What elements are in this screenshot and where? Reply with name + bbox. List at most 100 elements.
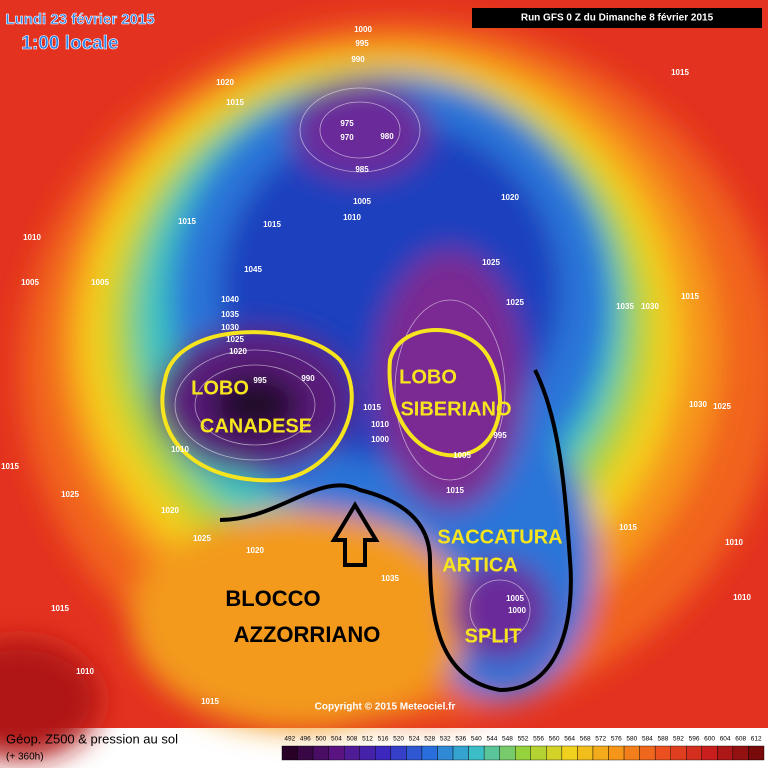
- scale-cell: [452, 745, 469, 761]
- scale-label: 504: [331, 736, 342, 743]
- scale-label: 564: [564, 736, 575, 743]
- annotation-shapes: [219, 369, 573, 693]
- isobar-label: 1040: [221, 295, 239, 304]
- scale-cell: [515, 745, 531, 761]
- isobar-label: 1000: [508, 606, 526, 615]
- isobar-label: 1035: [381, 574, 399, 583]
- scale-label: 608: [735, 736, 746, 743]
- scale-cell: [406, 745, 423, 761]
- annotation: LOBO: [191, 377, 249, 399]
- scale-cell: [343, 745, 360, 761]
- isobar-label: 980: [380, 132, 394, 141]
- isobar-label: 970: [340, 133, 354, 142]
- isobar-label: 1015: [178, 217, 196, 226]
- scale-label: 548: [502, 736, 513, 743]
- scale-label: 520: [393, 736, 404, 743]
- scale-cell: [390, 745, 407, 761]
- annotation: SPLIT: [465, 625, 522, 647]
- scale-label: 560: [549, 736, 560, 743]
- scale-cell: [577, 745, 594, 761]
- forecast-time: 1:00 locale: [21, 33, 118, 54]
- isobar-label: 1020: [501, 193, 519, 202]
- isobar-label: 1035: [616, 302, 634, 311]
- isobar-label: 1010: [725, 538, 743, 547]
- scale-label: 512: [362, 736, 373, 743]
- scale-cell: [530, 745, 547, 761]
- isobar-label: 1025: [61, 490, 79, 499]
- footer-lead: (+ 360h): [6, 752, 44, 763]
- scale-label: 540: [471, 736, 482, 743]
- annotation: CANADESE: [200, 415, 312, 437]
- isobar-label: 995: [493, 431, 507, 440]
- scale-cell: [312, 745, 329, 761]
- run-info: Run GFS 0 Z du Dimanche 8 février 2015: [521, 13, 714, 24]
- annotation: AZZORRIANO: [234, 622, 381, 647]
- isobar-label: 1015: [681, 292, 699, 301]
- color-scale: 492 496 500 504 508 512 516 520 524 528 532 536 540 5…: [281, 736, 765, 761]
- isobar-label: 1005: [21, 278, 39, 287]
- scale-cell: [483, 745, 500, 761]
- scale-cell: [670, 745, 687, 761]
- isobar-label: 1045: [244, 265, 262, 274]
- scale-label: 556: [533, 736, 544, 743]
- scale-cell: [281, 745, 298, 761]
- scale-label: 552: [518, 736, 529, 743]
- scale-cell: [686, 745, 703, 761]
- isobar-label: 1025: [506, 298, 524, 307]
- scale-cell: [297, 745, 314, 761]
- scale-label: 600: [704, 736, 715, 743]
- scale-label: 580: [626, 736, 637, 743]
- scale-label: 592: [673, 736, 684, 743]
- annotation-shapes: [160, 328, 502, 483]
- scale-label: 516: [378, 736, 389, 743]
- copyright: Copyright © 2015 Meteociel.fr: [315, 702, 456, 713]
- isobar-label: 1025: [713, 402, 731, 411]
- scale-label: 524: [409, 736, 420, 743]
- annotation: LOBO: [399, 366, 457, 388]
- isobar-label: 1025: [193, 534, 211, 543]
- scale-cell: [421, 745, 438, 761]
- isobar-label: 1020: [161, 506, 179, 515]
- isobar-label: 1025: [226, 335, 244, 344]
- isobar-label: 1005: [453, 451, 471, 460]
- scale-label: 500: [315, 736, 326, 743]
- scale-label: 496: [300, 736, 311, 743]
- footer-title: Géop. Z500 & pression au sol: [6, 731, 178, 746]
- isobar-label: 1005: [506, 594, 524, 603]
- forecast-date: Lundi 23 février 2015: [5, 11, 154, 28]
- scale-cell: [328, 745, 345, 761]
- isobar-label: 1035: [221, 310, 239, 319]
- annotation: ARTICA: [442, 554, 518, 576]
- isobar-label: 1000: [354, 25, 372, 34]
- annotation: SIBERIANO: [400, 398, 511, 420]
- scale-label: 604: [720, 736, 731, 743]
- scale-cell: [359, 745, 376, 761]
- isobar-label: 1010: [171, 445, 189, 454]
- scale-label: 572: [595, 736, 606, 743]
- isobar-label: 1000: [371, 435, 389, 444]
- scale-label: 612: [751, 736, 762, 743]
- isobar-label: 1005: [353, 197, 371, 206]
- isobar-labels: 1000 995 990 1015 1020 1015 975 970 980 985 1005 10…: [1, 25, 751, 706]
- scale-label: 588: [658, 736, 669, 743]
- scale-label: 536: [455, 736, 466, 743]
- scale-cell: [639, 745, 656, 761]
- scale-cell: [623, 745, 640, 761]
- isobar-label: 1030: [221, 323, 239, 332]
- scale-cell: [437, 745, 454, 761]
- scale-label: 508: [347, 736, 358, 743]
- scale-cell: [375, 745, 392, 761]
- isobar-label: 995: [253, 376, 267, 385]
- isobar-label: 1030: [641, 302, 659, 311]
- isobar-label: 1015: [1, 462, 19, 471]
- isobar-label: 1015: [363, 403, 381, 412]
- isobar-label: 1010: [343, 213, 361, 222]
- scale-cell: [592, 745, 609, 761]
- isobar-label: 1010: [23, 233, 41, 242]
- isobar-label: 1005: [91, 278, 109, 287]
- isobar-label: 1020: [216, 78, 234, 87]
- isobar-label: 1030: [689, 400, 707, 409]
- isobar-label: 1015: [619, 523, 637, 532]
